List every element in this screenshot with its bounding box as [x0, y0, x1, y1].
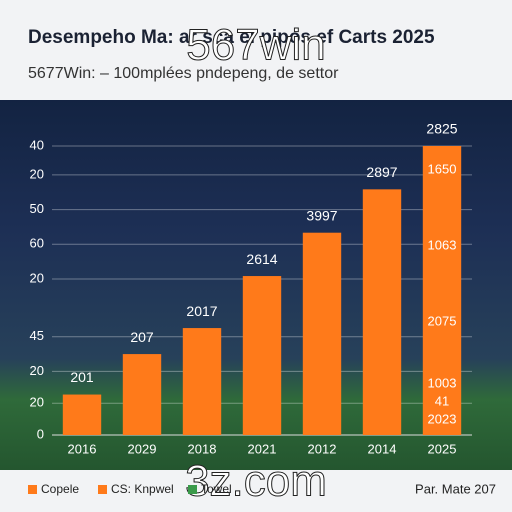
bar — [122, 354, 162, 435]
watermark: 567win — [186, 21, 325, 70]
bar — [362, 189, 402, 435]
x-tick-label: 2018 — [188, 441, 217, 456]
y-tick-label: 50 — [30, 201, 44, 216]
x-tick-label: 2021 — [248, 441, 277, 456]
bar-label: 207 — [130, 329, 154, 345]
y-tick-label: 20 — [30, 395, 44, 410]
bar-annotation: 2023 — [428, 411, 457, 426]
legend-label: Towel — [201, 482, 232, 496]
legend-label: Copele — [41, 482, 79, 496]
footer-band — [0, 470, 512, 512]
bar-label: 201 — [70, 369, 94, 385]
legend-label: CS: Knpwel — [111, 482, 174, 496]
bar-label: 2825 — [426, 121, 457, 137]
y-tick-label: 0 — [37, 426, 44, 441]
bar — [62, 394, 102, 435]
legend-swatch — [188, 485, 197, 494]
x-tick-label: 2012 — [308, 441, 337, 456]
x-tick-label: 2029 — [128, 441, 157, 456]
legend-swatch — [28, 485, 37, 494]
y-tick-label: 45 — [30, 328, 44, 343]
bar-annotation: 1650 — [428, 161, 457, 176]
header-band — [0, 0, 512, 100]
watermark: 3z.com — [185, 457, 327, 506]
y-tick-label: 20 — [30, 270, 44, 285]
x-tick-label: 2014 — [368, 441, 397, 456]
x-tick-label: 2025 — [428, 441, 457, 456]
footer: Par. Mate 207 — [415, 481, 496, 496]
bar-annotation: 1003 — [428, 375, 457, 390]
bar-annotation: 1063 — [428, 237, 457, 252]
bar — [182, 328, 222, 435]
bar — [242, 276, 282, 435]
y-tick-label: 20 — [30, 166, 44, 181]
chart-title: Desempeho Ma: ar sca el pipos ef Carts 2… — [28, 27, 435, 48]
bar-label: 2614 — [246, 251, 277, 267]
bar-label: 3997 — [306, 207, 337, 223]
bar-label: 2017 — [186, 303, 217, 319]
bar-annotation: 41 — [435, 393, 449, 408]
bar-annotation: 2075 — [428, 313, 457, 328]
bar — [302, 232, 342, 435]
bar-label: 2897 — [366, 164, 397, 180]
bar — [422, 146, 462, 435]
chart-subtitle: 5677Win: – 100mplées pndepeng, de settor — [28, 65, 339, 82]
y-tick-label: 60 — [30, 236, 44, 251]
x-tick-label: 2016 — [68, 441, 97, 456]
y-tick-label: 20 — [30, 363, 44, 378]
y-tick-label: 40 — [30, 137, 44, 152]
legend-swatch — [98, 485, 107, 494]
